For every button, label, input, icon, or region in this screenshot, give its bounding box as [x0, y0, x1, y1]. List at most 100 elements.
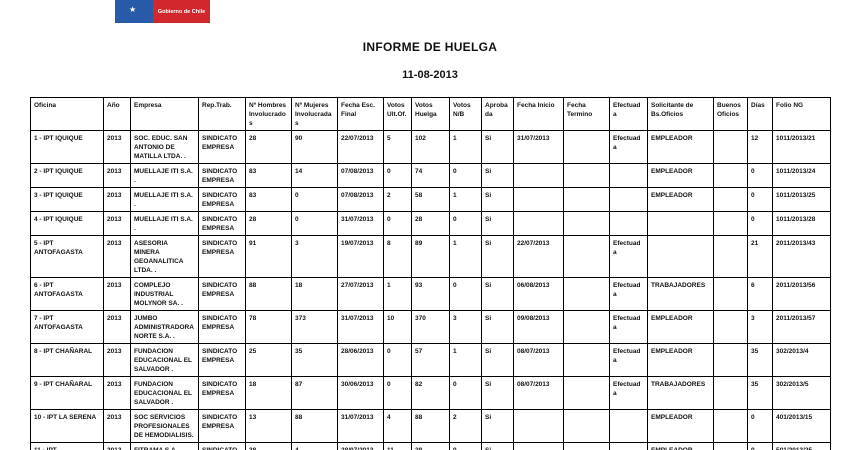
page-title: INFORME DE HUELGA — [362, 40, 498, 54]
table-cell: 35 — [747, 376, 773, 410]
table-cell: 27/07/2013 — [337, 277, 384, 311]
table-cell: Si — [481, 277, 514, 311]
gobierno-de-chile-logo: ★ Gobierno de Chile — [115, 0, 210, 23]
table-cell: EMPLEADOR — [647, 409, 714, 443]
table-cell: JUMBO ADMINISTRADORA NORTE S.A. . — [130, 310, 199, 344]
table-cell: 14 — [291, 163, 338, 188]
table-cell: EMPLEADOR — [647, 343, 714, 377]
table-body: 1 - IPT IQUIQUE 2013 SOC. EDUC. SAN ANTONI… — [30, 130, 831, 450]
table-cell: 09/08/2013 — [513, 310, 564, 344]
table-cell: SINDICATO EMPRESA — [198, 409, 246, 443]
table-cell: Si — [481, 376, 514, 410]
table-cell: 13 — [245, 409, 292, 443]
table-cell: 88 — [245, 277, 292, 311]
table-cell: 21 — [747, 235, 773, 278]
table-cell: 2011/2013/57 — [772, 310, 831, 344]
table-header-cell: Fecha Esc. Final — [337, 97, 384, 131]
table-cell: 0 — [383, 376, 412, 410]
table-cell: 31/07/2013 — [337, 310, 384, 344]
table-cell — [609, 442, 648, 450]
table-cell: COMPLEJO INDUSTRIAL MOLYNOR SA. . — [130, 277, 199, 311]
table-header-cell: Buenos Oficios — [713, 97, 748, 131]
table-row: 4 - IPT IQUIQUE 2013 MUELLAJE ITI S.A. . SI… — [30, 211, 831, 236]
table-cell: 0 — [747, 211, 773, 236]
logo-red-box: Gobierno de Chile — [153, 0, 210, 23]
table-cell — [609, 409, 648, 443]
table-cell: 4 — [383, 409, 412, 443]
table-cell: 6 - IPT ANTOFAGASTA — [30, 277, 104, 311]
table-header-cell: Año — [103, 97, 131, 131]
table-cell: 2013 — [103, 409, 131, 443]
table-cell — [563, 442, 610, 450]
table-header-cell: Votos Ult.Of. — [383, 97, 412, 131]
table-cell — [609, 163, 648, 188]
table-cell — [513, 211, 564, 236]
table-cell — [563, 163, 610, 188]
table-cell: SINDICATO EMPRESA — [198, 376, 246, 410]
table-row: 6 - IPT ANTOFAGASTA 2013 COMPLEJO INDUSTRI… — [30, 277, 831, 311]
table-cell: 82 — [411, 376, 450, 410]
table-cell: 5 - IPT ANTOFAGASTA — [30, 235, 104, 278]
table-cell: Si — [481, 211, 514, 236]
table-cell: Si — [481, 409, 514, 443]
table-header-cell: Solicitante de Bs.Oficios — [647, 97, 714, 131]
table-cell: 2 — [449, 409, 482, 443]
table-header-cell: Efectuada — [609, 97, 648, 131]
table-cell — [713, 442, 748, 450]
table-cell: 302/2013/4 — [772, 343, 831, 377]
table-cell: Si — [481, 187, 514, 212]
table-cell: 2013 — [103, 235, 131, 278]
table-cell: 0 — [291, 187, 338, 212]
table-cell: FUNDACION EDUCACIONAL EL SALVADOR . — [130, 376, 199, 410]
table-cell — [513, 409, 564, 443]
table-cell: 11 - IPT VALPARAISO — [30, 442, 104, 450]
table-cell: 3 — [449, 310, 482, 344]
table-cell: 1011/2013/25 — [772, 187, 831, 212]
table-header-cell: Fecha Termino — [563, 97, 610, 131]
table-cell: 0 — [291, 211, 338, 236]
table-cell: SINDICATO EMPRESA — [198, 442, 246, 450]
table-cell: 102 — [411, 130, 450, 164]
table-cell — [513, 187, 564, 212]
table-cell — [563, 310, 610, 344]
table-cell: EMPLEADOR — [647, 187, 714, 212]
table-cell: 2013 — [103, 376, 131, 410]
table-cell: 31/07/2013 — [513, 130, 564, 164]
table-cell: FUNDACION EDUCACIONAL EL SALVADOR . — [130, 343, 199, 377]
table-cell: EMPLEADOR — [647, 163, 714, 188]
table-header-row: Oficina Año Empresa Rep.Trab. Nº Hombres Inv… — [30, 97, 831, 131]
table-row: 9 - IPT CHAÑARAL 2013 FUNDACION EDUCACIONA… — [30, 376, 831, 410]
table-cell: 1 — [449, 130, 482, 164]
table-cell: 83 — [245, 187, 292, 212]
table-cell: 28 — [245, 130, 292, 164]
table-cell: MUELLAJE ITI S.A. . — [130, 187, 199, 212]
table-cell: SINDICATO EMPRESA — [198, 343, 246, 377]
table-cell: 1 - IPT IQUIQUE — [30, 130, 104, 164]
table-cell: 88 — [291, 409, 338, 443]
table-cell: SINDICATO EMPRESA — [198, 130, 246, 164]
table-header-cell: Nº Hombres Involucrados — [245, 97, 292, 131]
table-cell: 8 - IPT CHAÑARAL — [30, 343, 104, 377]
table-cell: 3 — [747, 310, 773, 344]
table-cell: 3 - IPT IQUIQUE — [30, 187, 104, 212]
table-cell: EMPLEADOR — [647, 442, 714, 450]
table-cell — [563, 343, 610, 377]
table-row: 10 - IPT LA SERENA 2013 SOC SERVICIOS PROF… — [30, 409, 831, 443]
star-icon: ★ — [129, 5, 137, 14]
table-cell: 22/07/2013 — [513, 235, 564, 278]
table-cell: 35 — [747, 343, 773, 377]
table-cell: 87 — [291, 376, 338, 410]
table-cell: 18 — [291, 277, 338, 311]
table-header-cell: Nº Mujeres Involucradas — [291, 97, 338, 131]
table-cell: Efectuada — [609, 235, 648, 278]
table-cell: 10 — [383, 310, 412, 344]
table-cell: 0 — [449, 442, 482, 450]
table-cell: 401/2013/15 — [772, 409, 831, 443]
table-cell: 07/08/2013 — [337, 187, 384, 212]
table-cell: 28 — [245, 211, 292, 236]
table-row: 5 - IPT ANTOFAGASTA 2013 ASESORIA MINERA G… — [30, 235, 831, 278]
table-cell: 12 — [747, 130, 773, 164]
table-cell: Efectuada — [609, 376, 648, 410]
table-cell: 28 — [411, 442, 450, 450]
table-cell: 373 — [291, 310, 338, 344]
